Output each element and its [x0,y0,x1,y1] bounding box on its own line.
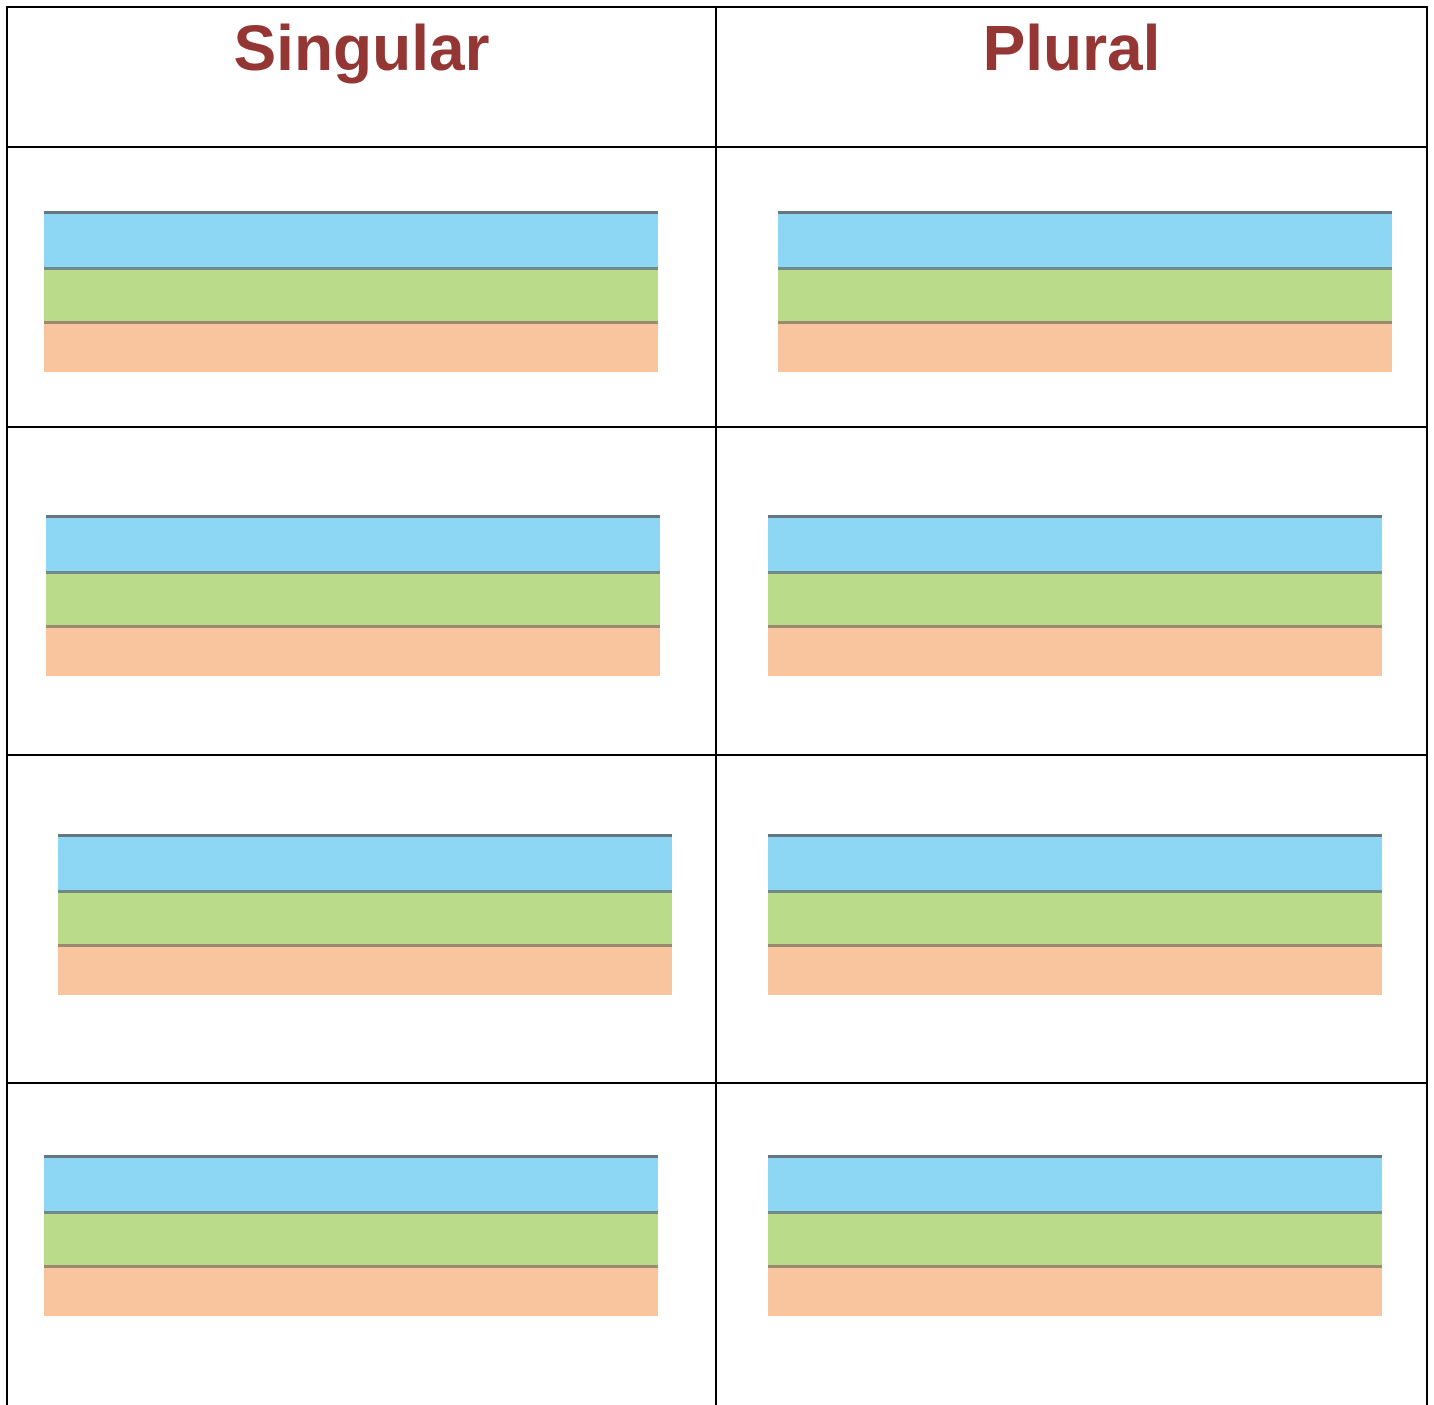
writing-lines [768,834,1382,995]
table-border [1426,6,1428,1405]
writing-lines [58,834,672,995]
writing-lines [778,211,1392,372]
row-divider [6,426,1428,428]
column-header: Plural [982,12,1161,84]
table-border [6,6,8,1405]
writing-lines [768,515,1382,676]
writing-lines [768,1155,1382,1316]
row-divider [6,1082,1428,1084]
writing-lines [44,1155,658,1316]
writing-lines [46,515,660,676]
writing-lines [44,211,658,372]
column-divider [715,6,717,1405]
row-divider [6,754,1428,756]
column-header: Singular [233,12,490,84]
table-border [6,6,1428,8]
row-divider [6,146,1428,148]
